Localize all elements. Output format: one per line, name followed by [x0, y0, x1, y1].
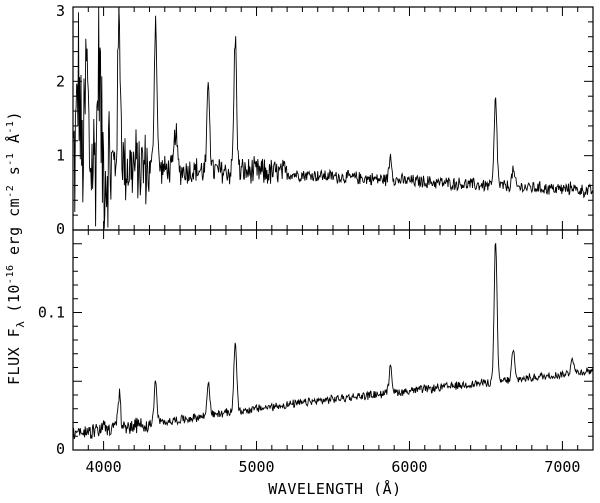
y-axis-title-rest: erg cm: [5, 198, 23, 265]
y-axis-title-units: (10: [5, 284, 23, 313]
bottom-y-tick-label: 0: [56, 440, 65, 458]
top-panel-frame: [72, 6, 594, 231]
bottom-x-tick-label: 5000: [238, 458, 274, 476]
bottom-x-tick-label: 7000: [544, 458, 580, 476]
x-axis-title: WAVELENGTH (Å): [268, 479, 401, 498]
bottom-panel: 4000 5000 6000 7000 0 0.1: [38, 229, 594, 476]
y-axis-title-exp: -16: [5, 265, 16, 285]
bottom-panel-frame: [72, 229, 594, 451]
top-y-tick-label: 1: [56, 147, 65, 165]
bottom-x-tick-label: 6000: [391, 458, 427, 476]
top-y-tick-label: 3: [56, 2, 65, 20]
top-y-tick-label: 2: [56, 72, 65, 90]
bottom-y-tick-label: 0.1: [38, 304, 65, 322]
y-axis-title: FLUX Fλ(10-16 erg cm-2 s-1 Å-1): [4, 111, 27, 385]
y-axis-title-rest3: Å: [4, 134, 23, 153]
y-axis-title-main: FLUX F: [5, 328, 23, 385]
top-y-tick-label: 0: [56, 220, 65, 238]
y-axis-title-rest2: s: [5, 166, 23, 185]
bottom-spectrum-line: [72, 243, 594, 440]
y-axis-title-exp3: -1: [5, 153, 16, 166]
bottom-x-tick-label: 4000: [86, 458, 122, 476]
y-axis-title-sub: λ: [14, 321, 27, 328]
top-panel: 0 1 2 3: [56, 2, 594, 238]
y-axis-title-exp4: -1: [5, 121, 16, 134]
top-spectrum-line: [72, 6, 594, 229]
y-axis-title-exp2: -2: [5, 185, 16, 198]
y-axis-title-close: ): [5, 111, 23, 121]
